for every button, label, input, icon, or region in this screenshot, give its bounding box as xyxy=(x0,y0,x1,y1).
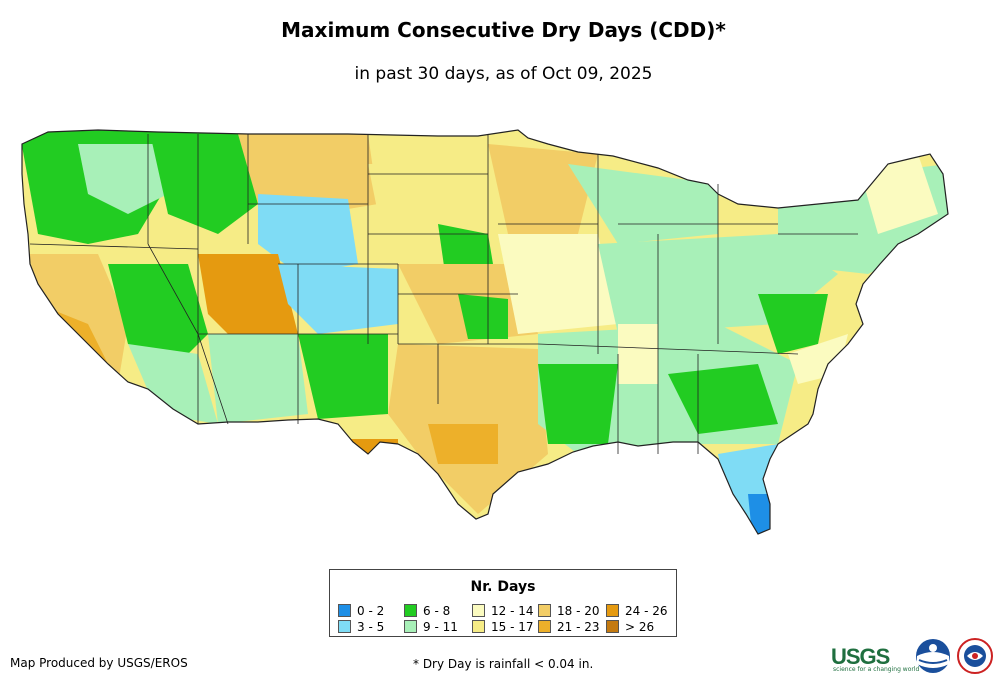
legend-item-18-20: 18 - 20 xyxy=(538,604,600,618)
legend-item-15-17: 15 - 17 xyxy=(472,620,534,634)
legend-swatch xyxy=(606,620,619,633)
legend-item-gt-26: > 26 xyxy=(606,620,654,634)
legend: Nr. Days 0 - 2 3 - 5 6 - 8 9 - 11 12 - 1… xyxy=(329,569,677,637)
legend-swatch xyxy=(404,604,417,617)
agency-logos: USGS science for a changing world xyxy=(831,636,1001,676)
legend-swatch xyxy=(338,620,351,633)
cdd-map xyxy=(18,124,998,544)
legend-item-3-5: 3 - 5 xyxy=(338,620,384,634)
legend-swatch xyxy=(538,604,551,617)
legend-title: Nr. Days xyxy=(470,579,536,595)
legend-item-0-2: 0 - 2 xyxy=(338,604,384,618)
legend-item-21-23: 21 - 23 xyxy=(538,620,600,634)
map-producer-credit: Map Produced by USGS/EROS xyxy=(10,656,188,670)
legend-swatch xyxy=(606,604,619,617)
legend-item-12-14: 12 - 14 xyxy=(472,604,534,618)
nws-logo-icon xyxy=(957,638,993,674)
legend-swatch xyxy=(472,620,485,633)
noaa-logo-icon xyxy=(916,639,950,673)
dry-day-footnote: * Dry Day is rainfall < 0.04 in. xyxy=(413,657,594,671)
legend-swatch xyxy=(538,620,551,633)
usgs-logo-text: USGS xyxy=(831,644,890,669)
map-title: Maximum Consecutive Dry Days (CDD)* xyxy=(281,18,726,42)
legend-swatch xyxy=(338,604,351,617)
legend-swatch xyxy=(472,604,485,617)
us-map-svg xyxy=(21,129,949,535)
legend-item-6-8: 6 - 8 xyxy=(404,604,450,618)
map-subtitle: in past 30 days, as of Oct 09, 2025 xyxy=(354,64,653,84)
usgs-logo-tagline: science for a changing world xyxy=(833,666,920,673)
legend-swatch xyxy=(404,620,417,633)
legend-item-24-26: 24 - 26 xyxy=(606,604,668,618)
state-boundaries xyxy=(21,129,949,535)
legend-item-9-11: 9 - 11 xyxy=(404,620,458,634)
